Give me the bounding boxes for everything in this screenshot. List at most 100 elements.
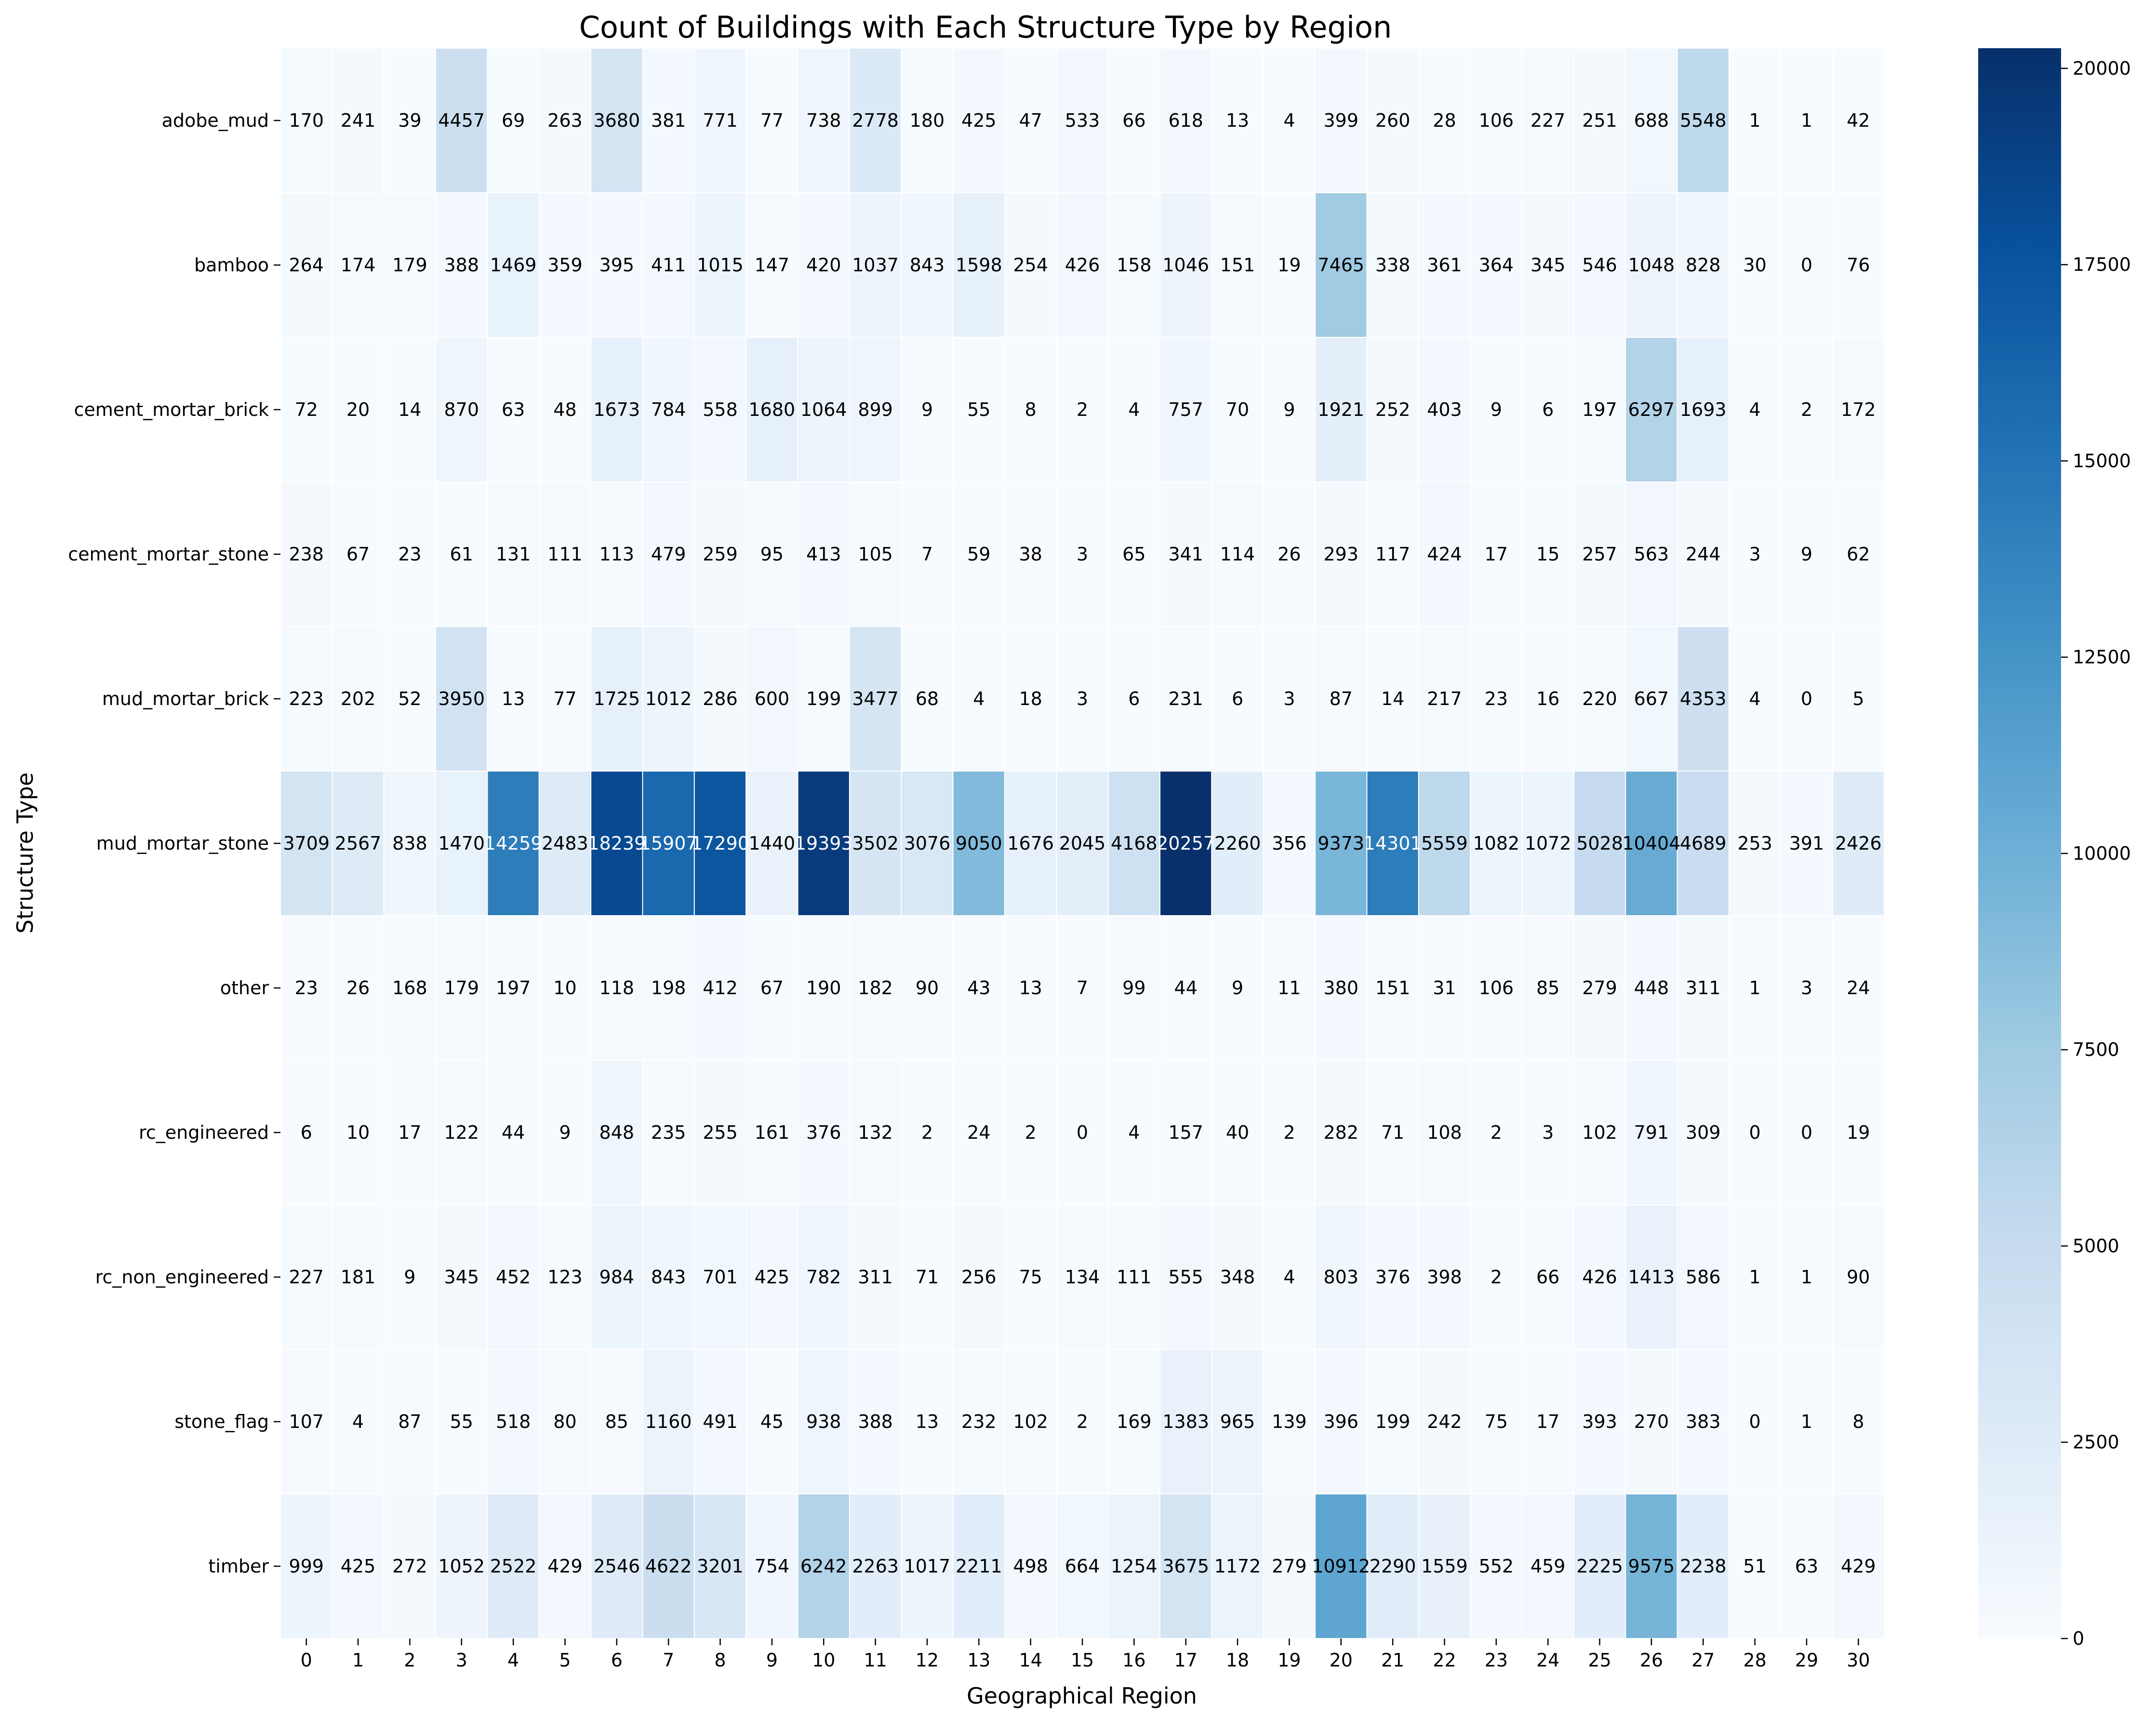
cell-value-label: 168 xyxy=(392,977,427,999)
cell-value-label: 15907 xyxy=(639,833,698,854)
cell-value-label: 31 xyxy=(1433,977,1456,999)
heatmap-cell xyxy=(745,337,799,482)
heatmap-cell xyxy=(849,1060,902,1205)
cell-value-label: 151 xyxy=(1220,254,1255,276)
heatmap-cell xyxy=(1107,48,1161,193)
heatmap-cell xyxy=(901,915,954,1061)
cell-value-label: 55 xyxy=(967,399,990,420)
heatmap-cell xyxy=(1159,1493,1212,1639)
cell-value-label: 181 xyxy=(341,1266,376,1288)
cell-value-label: 19393 xyxy=(795,833,853,854)
cell-value-label: 311 xyxy=(1686,977,1721,999)
x-tick-label: 18 xyxy=(1226,1650,1249,1671)
heatmap-cell xyxy=(1521,626,1574,772)
heatmap-cell xyxy=(332,1204,385,1350)
cell-value-label: 1012 xyxy=(645,688,692,709)
heatmap-cell xyxy=(1263,1060,1316,1205)
cell-value-label: 1015 xyxy=(697,254,744,276)
cell-value-label: 938 xyxy=(806,1411,841,1432)
heatmap-cell xyxy=(383,771,437,916)
heatmap-cell xyxy=(1418,626,1471,772)
heatmap-cell xyxy=(1004,1060,1057,1205)
cell-value-label: 1469 xyxy=(490,254,537,276)
cell-value-label: 19 xyxy=(1278,254,1301,276)
cell-value-label: 4 xyxy=(1128,1122,1140,1143)
heatmap-cell xyxy=(797,337,850,482)
cell-value-label: 2778 xyxy=(852,110,899,131)
x-tick-label: 15 xyxy=(1071,1650,1094,1671)
heatmap-cell xyxy=(1004,192,1057,338)
colorbar-tick-label: 2500 xyxy=(2073,1432,2119,1453)
cell-value-label: 3 xyxy=(1749,544,1761,565)
cell-value-label: 1 xyxy=(1801,1411,1812,1432)
heatmap-cell xyxy=(1418,1349,1471,1494)
cell-value-label: 20 xyxy=(346,399,370,420)
cell-value-label: 2567 xyxy=(335,833,382,854)
cell-value-label: 738 xyxy=(806,110,841,131)
cell-value-label: 2522 xyxy=(490,1556,537,1577)
cell-value-label: 227 xyxy=(289,1266,324,1288)
cell-value-label: 899 xyxy=(858,399,893,420)
cell-value-label: 6 xyxy=(1542,399,1554,420)
cell-value-label: 199 xyxy=(1375,1411,1411,1432)
heatmap-cell xyxy=(538,337,592,482)
cell-value-label: 4353 xyxy=(1680,688,1727,709)
heatmap-cell xyxy=(1211,1349,1264,1494)
cell-value-label: 459 xyxy=(1530,1556,1566,1577)
heatmap-cell xyxy=(1573,337,1626,482)
heatmap-cell xyxy=(1625,48,1678,193)
cell-value-label: 9575 xyxy=(1628,1556,1675,1577)
heatmap-cell xyxy=(1625,1349,1678,1494)
cell-value-label: 4 xyxy=(1283,1266,1295,1288)
heatmap-cell xyxy=(435,337,488,482)
cell-value-label: 479 xyxy=(651,544,686,565)
cell-value-label: 170 xyxy=(289,110,324,131)
heatmap-cell xyxy=(383,48,437,193)
y-tick-label: cement_mortar_stone xyxy=(68,544,269,565)
cell-value-label: 348 xyxy=(1220,1266,1255,1288)
cell-value-label: 701 xyxy=(703,1266,738,1288)
cell-value-label: 555 xyxy=(1168,1266,1203,1288)
colorbar: 0 2500 5000 7500 10000 12500 15000 17500 20000 xyxy=(1978,48,2131,1649)
cell-value-label: 1254 xyxy=(1111,1556,1158,1577)
heatmap-cell xyxy=(1832,915,1885,1061)
heatmap-cells xyxy=(280,48,1885,1639)
cell-value-label: 412 xyxy=(703,977,738,999)
cell-value-label: 105 xyxy=(858,544,893,565)
heatmap-cell xyxy=(1470,626,1523,772)
heatmap-cell xyxy=(901,1060,954,1205)
cell-value-label: 158 xyxy=(1117,254,1152,276)
cell-value-label: 85 xyxy=(1536,977,1559,999)
heatmap-cell xyxy=(642,48,695,193)
cell-value-label: 376 xyxy=(806,1122,841,1143)
heatmap-cell xyxy=(797,1204,850,1350)
cell-value-label: 75 xyxy=(1019,1266,1042,1288)
heatmap-cell xyxy=(745,1349,799,1494)
cell-value-label: 17290 xyxy=(691,833,749,854)
y-tick-label: adobe_mud xyxy=(162,110,269,131)
cell-value-label: 44 xyxy=(1174,977,1198,999)
cell-value-label: 558 xyxy=(703,399,738,420)
heatmap-cell xyxy=(797,1060,850,1205)
heatmap-cell xyxy=(383,626,437,772)
heatmap-cell xyxy=(745,1060,799,1205)
heatmap-cell xyxy=(435,192,488,338)
cell-value-label: 264 xyxy=(289,254,324,276)
heatmap-cell xyxy=(797,1493,850,1639)
y-tick-label: other xyxy=(220,977,269,999)
heatmap-cell xyxy=(1625,626,1678,772)
cell-value-label: 311 xyxy=(858,1266,893,1288)
cell-value-label: 843 xyxy=(910,254,945,276)
heatmap-cell xyxy=(1470,1493,1523,1639)
heatmap-cell xyxy=(1056,915,1109,1061)
cell-value-label: 2483 xyxy=(542,833,588,854)
cell-value-label: 345 xyxy=(1530,254,1566,276)
heatmap-cell xyxy=(1780,626,1833,772)
heatmap-cell xyxy=(1832,626,1885,772)
cell-value-label: 4 xyxy=(1128,399,1140,420)
heatmap-cell xyxy=(693,1493,747,1639)
cell-value-label: 14 xyxy=(1381,688,1404,709)
cell-value-label: 448 xyxy=(1634,977,1669,999)
heatmap-cell xyxy=(1418,771,1471,916)
